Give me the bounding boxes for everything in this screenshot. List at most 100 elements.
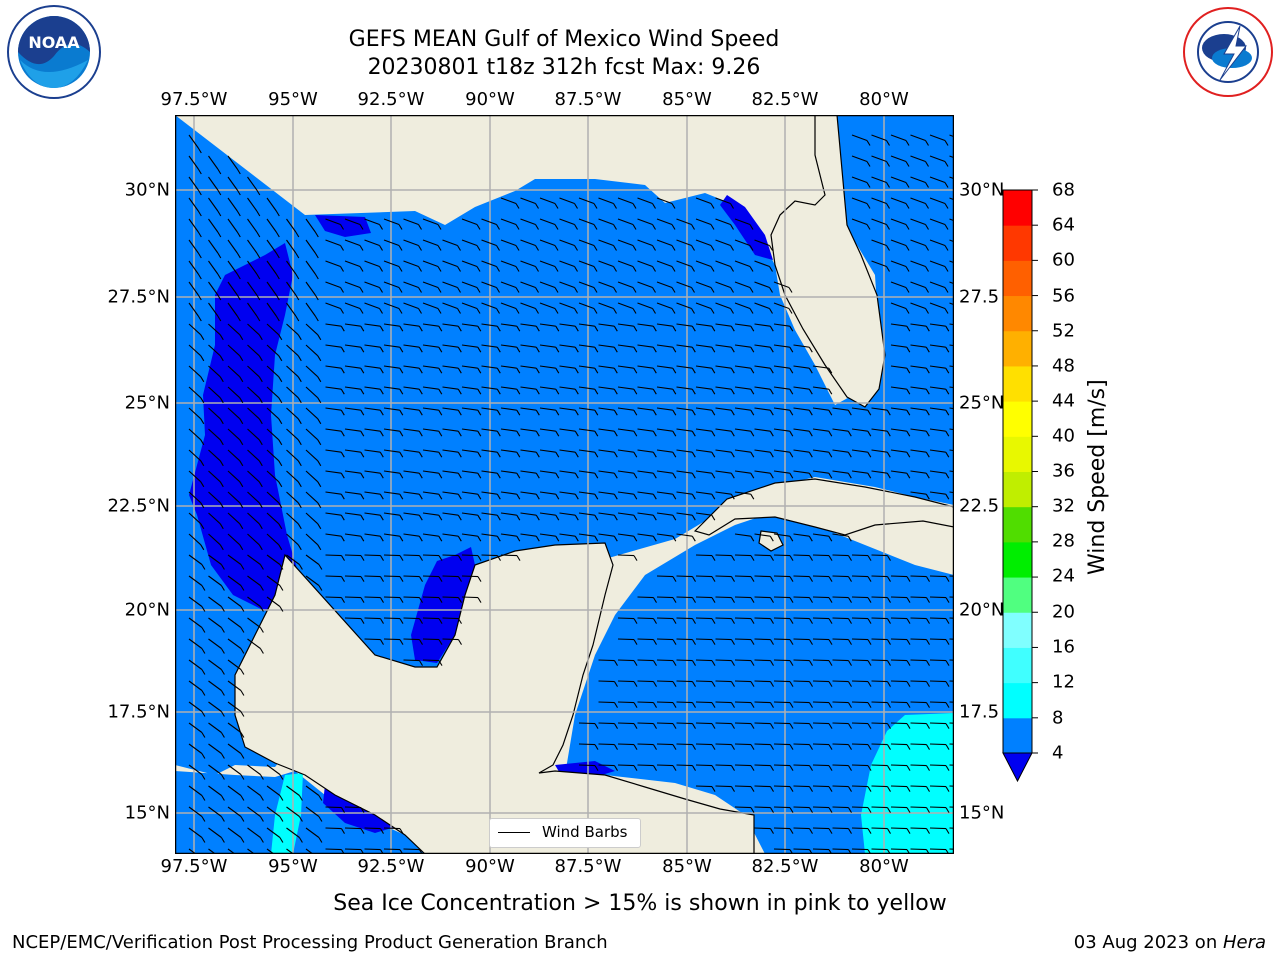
wind-barb-flag — [750, 451, 755, 458]
wind-barb-shaft — [364, 386, 381, 390]
wind-barb-flag — [197, 273, 202, 280]
wind-barb-shaft — [227, 827, 242, 838]
wind-barb-shaft — [422, 302, 439, 310]
wind-barb-shaft — [325, 533, 342, 537]
wind-barb-flag — [279, 585, 284, 591]
lon-tick-top: 80°W — [859, 89, 909, 110]
wind-barb-flag — [925, 388, 930, 395]
wind-barb-shaft — [383, 428, 400, 432]
wind-barb-shaft — [832, 638, 849, 641]
wind-barb-flag — [750, 555, 755, 561]
wind-barb-flag — [613, 224, 617, 230]
wind-barb-flag — [340, 388, 345, 395]
wind-barb-shaft — [871, 848, 888, 851]
wind-barb-flag — [496, 409, 501, 416]
wind-barb-flag — [944, 245, 949, 251]
wind-barb-flag — [477, 451, 482, 458]
wind-barb-flag — [399, 472, 404, 479]
wind-barb-shaft — [715, 386, 732, 390]
wind-barb-shaft — [481, 365, 498, 369]
wind-barb-shaft — [364, 638, 381, 641]
wind-barb-shaft — [559, 197, 575, 205]
wind-barb-flag — [379, 224, 383, 230]
wind-barb-shaft — [578, 764, 596, 767]
wind-barb-shaft — [286, 512, 299, 525]
wind-barb-shaft — [754, 428, 771, 432]
wind-barb-shaft — [949, 197, 954, 201]
wind-barb-flag — [554, 308, 559, 314]
wind-barb-flag — [399, 639, 404, 645]
wind-barb-shaft — [461, 449, 478, 453]
wind-barb-flag — [318, 564, 323, 570]
wind-barb-flag — [220, 648, 225, 654]
wind-barb-shaft — [754, 785, 771, 788]
wind-barb-flag — [437, 224, 442, 230]
wind-barb-flag — [613, 266, 617, 272]
wind-barb-flag — [887, 660, 891, 666]
wind-barb-shaft — [286, 323, 299, 336]
wind-barb-shaft — [617, 491, 634, 495]
wind-barb-shaft — [442, 407, 459, 411]
wind-barb-flag — [240, 732, 245, 738]
wind-barb-shaft — [715, 344, 732, 348]
wind-barb-shaft — [851, 428, 868, 432]
wind-barb-shaft — [364, 470, 381, 474]
wind-barb-shaft — [656, 197, 673, 205]
wind-barb-shaft — [773, 281, 790, 289]
wind-barb-shaft — [793, 617, 810, 620]
wind-barb-shaft — [559, 470, 576, 474]
wind-barb-shaft — [325, 575, 342, 578]
wind-barb-shaft — [266, 554, 281, 565]
wind-barb-shaft — [910, 785, 927, 788]
wind-barb-shaft — [383, 638, 401, 641]
wind-barb-flag — [594, 430, 599, 437]
wind-barb-shaft — [695, 239, 712, 247]
wind-barb-flag — [653, 597, 657, 603]
wind-barb-flag — [217, 273, 222, 280]
wind-barb-flag — [360, 493, 365, 500]
wind-barb-shaft — [754, 701, 771, 704]
wind-barb-shaft — [383, 575, 401, 578]
wind-barb-shaft — [656, 512, 673, 516]
wind-barb-shaft — [442, 512, 459, 516]
wind-barb-shaft — [208, 512, 221, 525]
wind-barb-shaft — [344, 512, 361, 516]
wind-barb-flag — [925, 430, 930, 437]
wind-barb-shaft — [734, 323, 751, 327]
wind-barb-shaft — [734, 302, 751, 310]
wind-barb-shaft — [851, 722, 869, 725]
wind-barb-shaft — [383, 323, 400, 327]
wind-barb-shaft — [598, 659, 615, 662]
colorbar-tick: 68 — [1052, 179, 1075, 201]
wind-barb-shaft — [890, 470, 907, 474]
wind-barb-flag — [887, 618, 891, 624]
wind-barb-shaft — [851, 176, 868, 184]
wind-barb-flag — [240, 816, 245, 822]
wind-barb-flag — [593, 245, 598, 251]
wind-barb-shaft — [832, 554, 849, 557]
wind-barb-shaft — [715, 260, 731, 268]
wind-barb-flag — [730, 203, 734, 209]
wind-barb-flag — [419, 618, 423, 624]
wind-barb-flag — [789, 535, 794, 542]
wind-barb-flag — [788, 287, 793, 293]
wind-barb-flag — [279, 837, 284, 843]
wind-barb-shaft — [286, 491, 299, 504]
wind-barb-flag — [652, 514, 657, 521]
wind-barb-shaft — [949, 344, 954, 347]
wind-barb-shaft — [949, 617, 954, 619]
wind-barb-shaft — [481, 407, 498, 411]
wind-barb-shaft — [617, 512, 634, 516]
wind-barb-shaft — [734, 365, 751, 369]
wind-barb-shaft — [637, 218, 653, 226]
wind-barb-flag — [925, 451, 930, 458]
wind-barb-shaft — [715, 617, 732, 620]
wind-barb-shaft — [344, 386, 361, 390]
wind-barb-shaft — [442, 344, 459, 348]
wind-barb-flag — [925, 493, 930, 500]
wind-barb-flag — [789, 388, 794, 395]
wind-barb-flag — [438, 388, 443, 395]
wind-barb-shaft — [247, 239, 258, 254]
wind-barb-shaft — [715, 596, 732, 599]
wind-barb-shaft — [812, 785, 830, 788]
